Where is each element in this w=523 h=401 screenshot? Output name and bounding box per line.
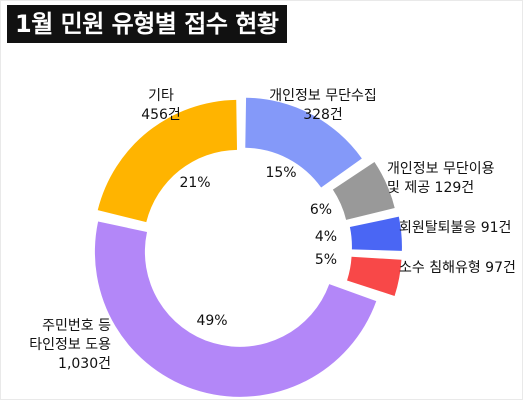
slice-category-label: 소수 침해유형 97건 (399, 260, 516, 276)
chart-title: 1월 민원 유형별 접수 현황 (7, 5, 288, 43)
slice-category-line: 회원탈퇴불응 91건 (399, 220, 511, 236)
slice-category-line: 주민번호 등 (42, 318, 111, 334)
slice-percent-label: 15% (265, 165, 296, 181)
slice-percent-label: 5% (315, 252, 337, 268)
slice-category-label: 회원탈퇴불응 91건 (399, 220, 511, 236)
slice-percent-label: 49% (196, 313, 227, 329)
donut-slice (349, 216, 402, 251)
slice-category-line: 소수 침해유형 97건 (399, 260, 516, 276)
slice-category-line: 328건 (303, 107, 343, 123)
slice-category-line: 및 제공 129건 (387, 180, 474, 196)
slice-category-line: 타인정보 도용 (29, 337, 111, 353)
slice-category-label: 기타 456건 (141, 88, 181, 123)
slice-percent-label: 6% (310, 202, 332, 218)
donut-slice (94, 221, 377, 397)
donut-slice (332, 161, 395, 220)
slice-category-line: 개인정보 무단이용 (387, 161, 495, 177)
slice-category-line: 1,030건 (58, 356, 111, 372)
slice-percent-label: 4% (315, 229, 337, 245)
slice-percent-label: 21% (179, 175, 210, 191)
slice-category-line: 456건 (141, 107, 181, 123)
donut-slice (245, 97, 362, 188)
donut-slice (97, 99, 238, 223)
donut-slice (347, 256, 402, 296)
slice-category-label: 개인정보 무단수집 328건 (269, 88, 377, 123)
slice-category-line: 기타 (148, 88, 174, 104)
slice-category-line: 개인정보 무단수집 (269, 88, 377, 104)
